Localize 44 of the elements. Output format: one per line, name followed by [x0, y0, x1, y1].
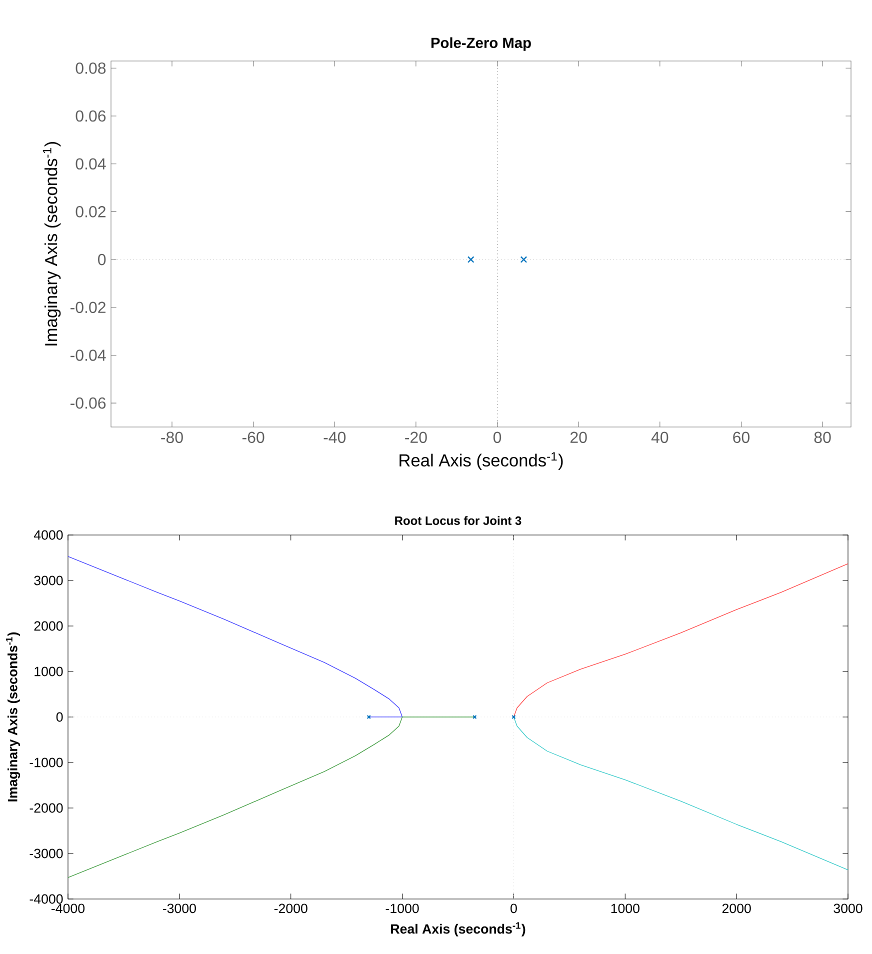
- y-tick-label: -2000: [30, 803, 63, 813]
- y-tick-label: -0.02: [70, 302, 106, 314]
- x-tick-label: -60: [242, 432, 264, 444]
- y-tick-label: 4000: [34, 530, 63, 540]
- x-tick-label: 3000: [834, 904, 862, 914]
- x-tick-label: 40: [651, 432, 668, 444]
- x-tick-label: 60: [733, 432, 750, 444]
- x-tick-label: -4000: [52, 904, 85, 914]
- y-tick-label: -3000: [30, 848, 63, 858]
- y-tick-label: 0: [56, 712, 63, 722]
- chart-title: Pole-Zero Map: [431, 37, 531, 51]
- y-axis-title: Imaginary Axis (seconds$^{-1}$): [42, 142, 61, 346]
- x-tick-label: 80: [814, 432, 831, 444]
- line-series: [68, 556, 403, 718]
- y-tick-label: 0.06: [76, 110, 106, 122]
- x-axis-title: Real Axis (seconds$^{-1}$): [391, 922, 526, 936]
- x-axis-title: Real Axis (seconds$^{-1}$): [400, 452, 563, 470]
- x-tick-label: -20: [405, 432, 427, 444]
- y-tick-label: 0: [98, 254, 106, 266]
- x-tick-label: 20: [570, 432, 587, 444]
- x-tick-label: 1000: [611, 904, 640, 914]
- x-tick-label: 0: [510, 904, 517, 914]
- y-tick-label: -0.04: [70, 350, 106, 361]
- line-series: [513, 716, 848, 870]
- line-series: [513, 563, 848, 718]
- x-tick-label: -3000: [162, 904, 196, 914]
- y-tick-label: 0.02: [76, 206, 106, 218]
- x-tick-label: 0: [493, 432, 502, 444]
- y-tick-label: 1000: [34, 666, 63, 676]
- x-tick-label: -1000: [386, 904, 419, 914]
- x-tick-label: -2000: [274, 904, 308, 914]
- y-tick-label: 2000: [34, 621, 63, 631]
- y-tick-label: 0.08: [76, 62, 106, 74]
- y-tick-label: 0.04: [76, 158, 106, 170]
- y-tick-label: 3000: [34, 576, 63, 586]
- line-series: [68, 716, 476, 878]
- x-tick-label: -80: [161, 432, 183, 444]
- x-tick-label: 2000: [722, 904, 751, 914]
- y-axis-title: Imaginary Axis (seconds$^{-1}$): [6, 632, 20, 802]
- y-tick-label: -4000: [30, 894, 63, 904]
- chart-title: Root Locus for Joint 3: [395, 516, 522, 525]
- y-tick-label: -0.06: [70, 397, 106, 409]
- y-tick-label: -1000: [30, 758, 63, 768]
- x-tick-label: -40: [324, 432, 346, 444]
